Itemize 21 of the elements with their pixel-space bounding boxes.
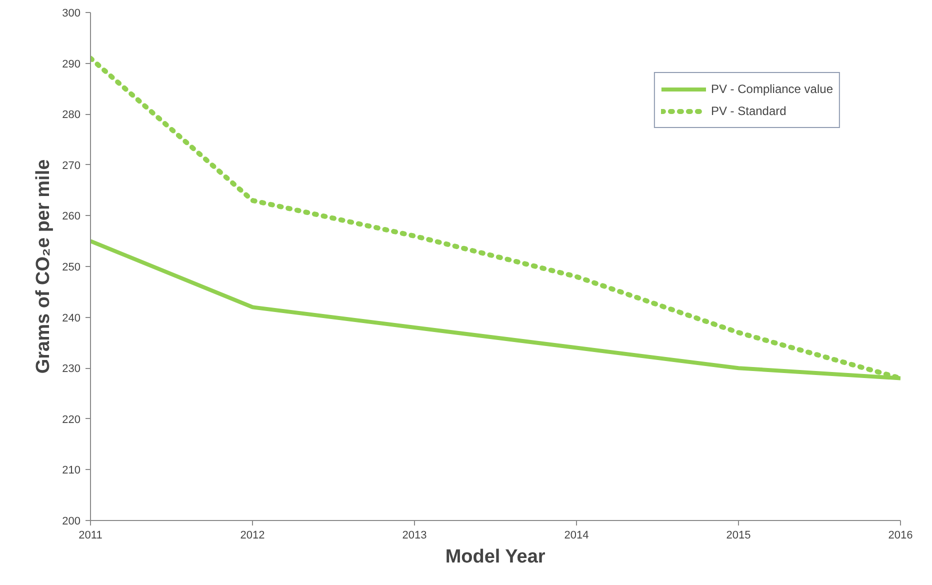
x-tick-label: 2015: [726, 530, 751, 542]
y-tick-label: 260: [62, 210, 81, 223]
y-tick-label: 270: [62, 160, 81, 172]
y-tick-label: 220: [62, 414, 81, 426]
y-tick-label: 280: [62, 109, 81, 122]
legend-label: PV - Compliance value: [710, 82, 833, 96]
y-tick-label: 210: [62, 464, 81, 477]
x-axis-title: Model Year: [445, 546, 546, 568]
y-tick-label: 290: [62, 58, 81, 70]
y-tick-label: 200: [62, 516, 81, 528]
y-tick-label: 300: [62, 8, 81, 20]
x-tick-label: 2014: [564, 530, 589, 542]
y-axis-title: Grams of CO₂e per mile: [33, 159, 54, 374]
legend-label: PV - Standard: [710, 104, 786, 118]
x-tick-label: 2011: [78, 530, 102, 542]
x-tick-label: 2013: [402, 530, 427, 542]
y-tick-label: 240: [62, 312, 81, 324]
y-tick-label: 250: [62, 262, 81, 274]
x-tick-label: 2012: [240, 530, 265, 542]
x-tick-label: 2016: [888, 530, 913, 542]
y-tick-label: 230: [62, 363, 81, 376]
